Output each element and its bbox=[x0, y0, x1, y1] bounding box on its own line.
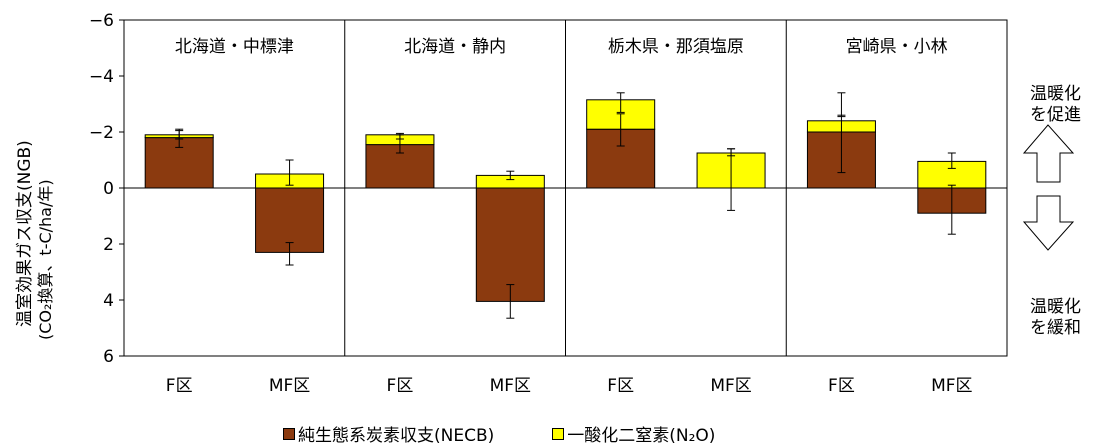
x-tick-label: MF区 bbox=[269, 376, 310, 396]
y-tick-label: 0 bbox=[103, 179, 114, 199]
arrow-down-icon bbox=[1022, 195, 1075, 251]
group-title: 栃木県・那須塩原 bbox=[608, 37, 744, 57]
annotation-mitigate-line-2: を緩和 bbox=[1030, 318, 1081, 338]
bar-necb bbox=[255, 187, 325, 253]
y-tick-label: −6 bbox=[89, 11, 114, 31]
y-tick-label: 2 bbox=[103, 235, 114, 255]
annotation-mitigate-line-1: 温暖化 bbox=[1030, 297, 1081, 317]
x-tick-label: F区 bbox=[828, 376, 855, 396]
y-tick-label: 6 bbox=[103, 347, 114, 367]
legend-label-n2o: 一酸化二窒素(N₂O) bbox=[567, 426, 716, 446]
legend-swatch-n2o bbox=[552, 427, 565, 440]
group-title: 北海道・中標津 bbox=[175, 37, 294, 57]
x-tick-label: F区 bbox=[166, 376, 193, 396]
y-tick-label: −4 bbox=[89, 67, 114, 87]
legend-item-n2o: 一酸化二窒素(N₂O) bbox=[552, 421, 715, 446]
annotation-promote-line-1: 温暖化 bbox=[1030, 84, 1081, 104]
x-tick-label: F区 bbox=[607, 376, 634, 396]
y-tick-label: −2 bbox=[89, 123, 114, 143]
bar-necb bbox=[475, 187, 545, 302]
legend-item-necb: 純生態系炭素収支(NECB) bbox=[283, 421, 494, 446]
annotation-promote-line-2: を促進 bbox=[1030, 105, 1081, 125]
group-title: 宮崎県・小林 bbox=[846, 37, 948, 57]
annotation-promote: 温暖化 を促進 bbox=[1030, 84, 1081, 126]
y-axis-label-line-2: (CO₂換算、t-C/ha/年) bbox=[36, 179, 55, 340]
legend-swatch-necb bbox=[283, 427, 295, 440]
y-axis-label: 温室効果ガス収支(NGB) (CO₂換算、t-C/ha/年) bbox=[6, 40, 70, 340]
y-tick-label: 4 bbox=[103, 291, 114, 311]
x-tick-label: MF区 bbox=[931, 376, 972, 396]
arrow-up-icon bbox=[1022, 124, 1075, 183]
legend: 純生態系炭素収支(NECB) 一酸化二窒素(N₂O) bbox=[283, 421, 773, 446]
legend-label-necb: 純生態系炭素収支(NECB) bbox=[298, 426, 495, 446]
group-title: 北海道・静内 bbox=[404, 37, 506, 57]
x-tick-label: MF区 bbox=[490, 376, 531, 396]
annotation-mitigate: 温暖化 を緩和 bbox=[1030, 297, 1081, 339]
x-tick-label: MF区 bbox=[710, 376, 751, 396]
x-tick-label: F区 bbox=[387, 376, 414, 396]
